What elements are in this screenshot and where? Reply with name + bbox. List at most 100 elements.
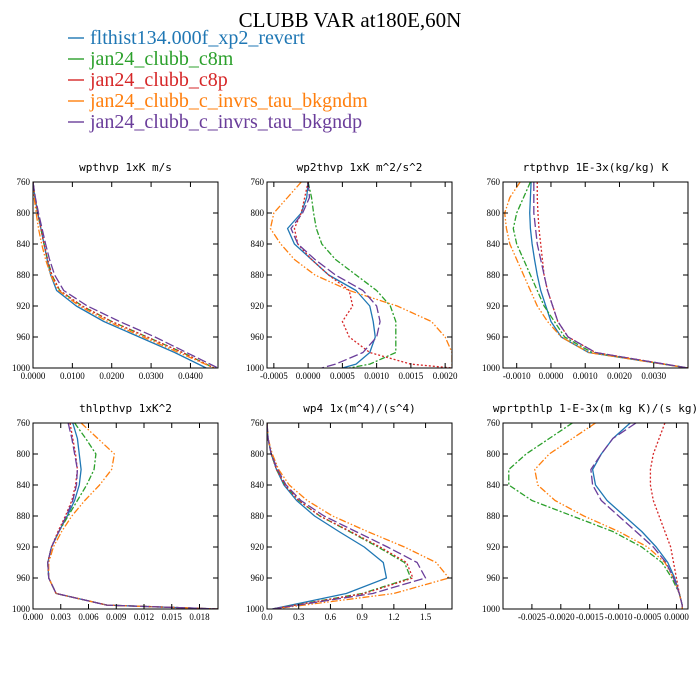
y-tick-label: 760 [17,418,31,428]
series-line [649,423,683,609]
x-tick-label: 1.5 [420,612,432,622]
y-tick-label: 840 [17,480,31,490]
series-line [529,182,688,368]
y-tick-label: 880 [487,270,501,280]
legend-label: jan24_clubb_c8m [89,48,234,70]
x-tick-label: 1.2 [388,612,399,622]
chart-panel: wp2thvp 1xK m^2/s^2 760 800 840 880 920 960 100… [246,161,458,381]
y-tick-label: 1000 [246,604,265,614]
panel-title: rtpthvp 1E-3x(kg/kg) K [523,161,669,174]
x-tick-label: 0.0000 [21,371,46,381]
plot-frame [32,422,219,610]
series-line [267,423,450,609]
x-tick-label: 0.018 [189,612,210,622]
y-tick-label: 920 [17,301,31,311]
x-tick-label: 0.0000 [664,612,689,622]
x-tick-label: 0.0020 [607,371,632,381]
series-line [307,182,397,368]
x-tick-label: 0.3 [293,612,305,622]
series-line [286,182,376,368]
series-line [293,182,452,368]
y-tick-label: 840 [251,239,265,249]
x-tick-label: 0.0030 [641,371,666,381]
x-tick-label: 0.006 [78,612,99,622]
y-tick-label: 1000 [12,363,31,373]
y-tick-label: 920 [487,301,501,311]
series-line [33,182,215,368]
legend-label: jan24_clubb_c_invrs_tau_bkgndm [89,90,368,112]
y-tick-label: 1000 [482,604,501,614]
series-line [267,423,388,609]
series-line [47,423,218,609]
x-tick-label: 0.0015 [399,371,424,381]
y-tick-label: 800 [251,449,265,459]
panel-title: thlpthvp 1xK^2 [79,402,172,415]
legend-item: jan24_clubb_c8p [68,69,228,91]
y-tick-label: 880 [17,511,31,521]
x-tick-label: -0.0020 [547,612,575,622]
x-tick-label: 0.0100 [60,371,85,381]
chart-panel: wprtpthlp 1-E-3x(m kg K)/(s kg) 760 800 840… [482,402,698,622]
series-line [47,423,218,609]
y-tick-label: 880 [251,270,265,280]
series-line [536,182,688,368]
chart-panel: wpthvp 1xK m/s 760 800 840 880 920 960 10000.00… [12,161,219,381]
y-tick-label: 840 [487,480,501,490]
panel-title: wpthvp 1xK m/s [79,161,172,174]
legend-item: jan24_clubb_c8m [68,48,234,70]
series-line [33,182,215,368]
plot-frame [266,181,453,369]
x-tick-label: 0.012 [134,612,154,622]
y-tick-label: 880 [17,270,31,280]
legend-label: jan24_clubb_c8p [89,69,228,91]
x-tick-label: 0.0400 [178,371,203,381]
y-tick-label: 760 [17,177,31,187]
x-tick-label: 0.6 [325,612,337,622]
x-tick-label: 0.000 [23,612,44,622]
x-tick-label: 0.9 [357,612,369,622]
series-line [508,423,683,609]
y-tick-label: 760 [487,418,501,428]
series-line [47,423,218,609]
panel-title: wp2thvp 1xK m^2/s^2 [297,161,423,174]
y-tick-label: 960 [17,573,31,583]
x-tick-label: 0.0010 [364,371,389,381]
panels: wpthvp 1xK m/s76080084088092096010000.00… [12,161,698,622]
x-tick-label: 0.0300 [139,371,164,381]
series-line [47,423,218,609]
series-line [269,182,452,368]
legend-label: jan24_clubb_c_invrs_tau_bkgndp [89,111,362,133]
legend: flthist134.000f_xp2_revertjan24_clubb_c8… [68,27,368,133]
x-tick-label: 0.0 [261,612,273,622]
x-tick-label: -0.0010 [503,371,531,381]
y-tick-label: 880 [487,511,501,521]
y-tick-label: 960 [17,332,31,342]
y-tick-label: 800 [251,208,265,218]
x-tick-label: 0.0000 [539,371,564,381]
y-tick-label: 840 [17,239,31,249]
chart-panel: wp4 1x(m^4)/(s^4)76080084088092096010000… [246,402,453,622]
y-tick-label: 840 [251,480,265,490]
series-line [33,182,218,368]
y-tick-label: 960 [487,573,501,583]
x-tick-label: 0.0200 [99,371,124,381]
plot-frame [32,181,219,369]
x-tick-label: 0.0005 [330,371,355,381]
x-tick-label: 0.0010 [573,371,598,381]
y-tick-label: 960 [487,332,501,342]
x-tick-label: 0.009 [106,612,127,622]
x-tick-label: -0.0015 [576,612,604,622]
series-line [534,423,683,609]
legend-item: flthist134.000f_xp2_revert [68,27,305,49]
y-tick-label: 760 [251,177,265,187]
legend-label: flthist134.000f_xp2_revert [90,27,305,49]
y-tick-label: 920 [251,542,265,552]
x-tick-label: -0.0025 [518,612,546,622]
series-line [533,182,688,368]
legend-item: jan24_clubb_c_invrs_tau_bkgndp [68,111,362,133]
y-tick-label: 800 [17,449,31,459]
series-line [591,423,683,609]
chart-panel: thlpthvp 1xK^276080084088092096010000.00… [12,402,219,622]
y-tick-label: 800 [487,208,501,218]
